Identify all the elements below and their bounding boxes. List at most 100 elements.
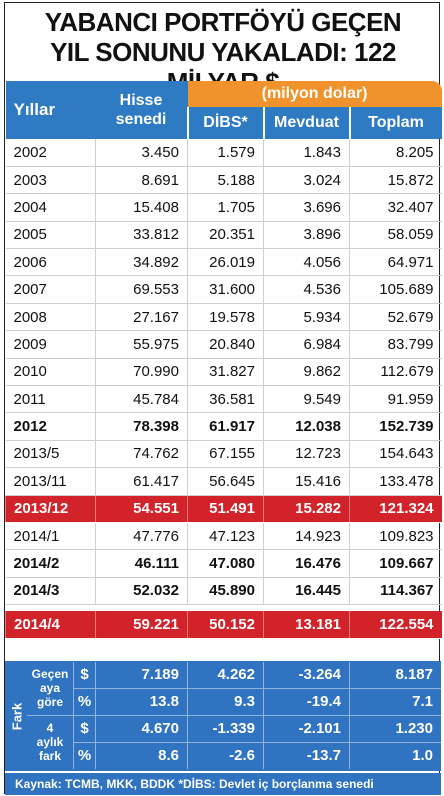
header-hisse-line2: senedi	[115, 111, 167, 128]
fark-hisse: 13.8	[95, 689, 187, 715]
cell-hisse: 55.975	[95, 330, 188, 359]
fark-mevduat: -19.4	[263, 689, 349, 715]
table-row-highlight: 2013/12 54.551 51.491 15.282 121.324	[5, 495, 442, 523]
cell-dibs: 61.917	[187, 412, 264, 441]
cell-dibs: 26.019	[187, 248, 264, 277]
fark-group-4month-line2: aylık	[36, 735, 64, 749]
cell-toplam: 133.478	[348, 467, 442, 496]
cell-hisse: 52.032	[95, 577, 188, 606]
cell-year: 2011	[5, 385, 96, 414]
cell-year: 2009	[5, 330, 96, 359]
table-row: 2014/3 52.032 45.890 16.445 114.367	[5, 577, 442, 606]
fark-row-4month-dollar: 4.670 -1.339 -2.101 1.230	[95, 716, 441, 742]
cell-dibs: 31.600	[187, 275, 264, 304]
fark-row-monthly-percent: 13.8 9.3 -19.4 7.1	[95, 689, 441, 715]
portfolio-table: Yıllar Hisse senedi (milyon dolar) DİBS*…	[5, 81, 442, 639]
cell-hisse: 15.408	[95, 193, 188, 222]
cell-hisse: 70.990	[95, 358, 188, 387]
fark-hisse: 4.670	[95, 716, 187, 742]
cell-mevduat: 12.038	[263, 412, 350, 441]
cell-toplam: 52.679	[348, 303, 442, 332]
table-row: 2009 55.975 20.840 6.984 83.799	[5, 330, 442, 359]
cell-mevduat: 6.984	[263, 330, 350, 359]
cell-toplam: 109.823	[348, 522, 442, 551]
cell-year: 2003	[5, 166, 96, 195]
cell-hisse: 69.553	[95, 275, 188, 304]
table-row: 2002 3.450 1.579 1.843 8.205	[5, 139, 442, 167]
header-hisse-line1: Hisse	[119, 92, 163, 109]
cell-mevduat: 13.181	[263, 610, 350, 639]
cell-mevduat: 4.056	[263, 248, 350, 277]
fark-toplam: 1.0	[349, 743, 441, 769]
cell-dibs: 20.351	[187, 221, 264, 250]
cell-toplam: 154.643	[348, 440, 442, 469]
divider	[73, 688, 441, 689]
cell-toplam: 64.971	[348, 248, 442, 277]
fark-dibs: 4.262	[187, 662, 263, 688]
fark-dibs: -1.339	[187, 716, 263, 742]
percent-symbol: %	[73, 689, 95, 715]
cell-mevduat: 16.445	[263, 577, 350, 606]
cell-toplam: 15.872	[348, 166, 442, 195]
cell-mevduat: 9.862	[263, 358, 350, 387]
percent-symbol: %	[73, 743, 95, 769]
cell-dibs: 45.890	[187, 577, 264, 606]
cell-dibs: 20.840	[187, 330, 264, 359]
fark-group-monthly-line3: göre	[36, 695, 63, 709]
cell-dibs: 67.155	[187, 440, 264, 469]
cell-year: 2007	[5, 275, 96, 304]
cell-dibs: 47.080	[187, 549, 264, 578]
cell-mevduat: 9.549	[263, 385, 350, 414]
fark-row-monthly-dollar: 7.189 4.262 -3.264 8.187	[95, 662, 441, 688]
fark-group-monthly: Geçen aya göre	[27, 667, 73, 709]
cell-toplam: 121.324	[348, 495, 442, 523]
cell-mevduat: 3.696	[263, 193, 350, 222]
cell-year: 2006	[5, 248, 96, 277]
cell-mevduat: 5.934	[263, 303, 350, 332]
cell-hisse: 27.167	[95, 303, 188, 332]
cell-hisse: 59.221	[95, 610, 188, 639]
cell-hisse: 61.417	[95, 467, 188, 496]
cell-dibs: 36.581	[187, 385, 264, 414]
cell-mevduat: 15.416	[263, 467, 350, 496]
table-row: 2004 15.408 1.705 3.696 32.407	[5, 193, 442, 222]
fark-row-4month-percent: 8.6 -2.6 -13.7 1.0	[95, 743, 441, 769]
cell-mevduat: 15.282	[263, 495, 350, 523]
cell-toplam: 152.739	[348, 412, 442, 441]
cell-dibs: 19.578	[187, 303, 264, 332]
cell-mevduat: 1.843	[263, 139, 350, 167]
fark-group-4month-line3: fark	[38, 749, 61, 763]
fark-group-4month: 4 aylık fark	[27, 721, 73, 763]
table-row: 2014/1 47.776 47.123 14.923 109.823	[5, 522, 442, 551]
infographic: YABANCI PORTFÖYÜ GEÇEN YIL SONUNU YAKALA…	[4, 2, 442, 795]
fark-hisse: 7.189	[95, 662, 187, 688]
cell-dibs: 31.827	[187, 358, 264, 387]
fark-group-monthly-line2: aya	[39, 681, 61, 695]
title-line-1: YABANCI PORTFÖYÜ GEÇEN	[44, 7, 402, 37]
cell-toplam: 122.554	[348, 610, 442, 639]
cell-mevduat: 3.024	[263, 166, 350, 195]
table-row: 2005 33.812 20.351 3.896 58.059	[5, 221, 442, 250]
cell-toplam: 112.679	[348, 358, 442, 387]
fark-mevduat: -2.101	[263, 716, 349, 742]
cell-hisse: 33.812	[95, 221, 188, 250]
fark-toplam: 8.187	[349, 662, 441, 688]
header-yillar: Yıllar	[5, 81, 96, 139]
dollar-symbol: $	[73, 716, 95, 742]
cell-hisse: 54.551	[95, 495, 188, 523]
cell-year: 2014/2	[5, 549, 96, 578]
dollar-symbol: $	[73, 662, 95, 688]
cell-hisse: 34.892	[95, 248, 188, 277]
fark-label-text: Fark	[9, 702, 25, 731]
header-toplam: Toplam	[348, 107, 442, 139]
fark-group-4month-line1: 4	[46, 721, 54, 735]
table-row: 2014/2 46.111 47.080 16.476 109.667	[5, 549, 442, 578]
cell-dibs: 1.705	[187, 193, 264, 222]
header-hisse: Hisse senedi	[95, 81, 188, 139]
fark-section: Fark Geçen aya göre 4 aylık fark $ % $ %…	[5, 661, 441, 771]
cell-dibs: 5.188	[187, 166, 264, 195]
fark-mevduat: -3.264	[263, 662, 349, 688]
cell-hisse: 45.784	[95, 385, 188, 414]
fark-label: Fark	[5, 661, 27, 771]
fark-hisse: 8.6	[95, 743, 187, 769]
